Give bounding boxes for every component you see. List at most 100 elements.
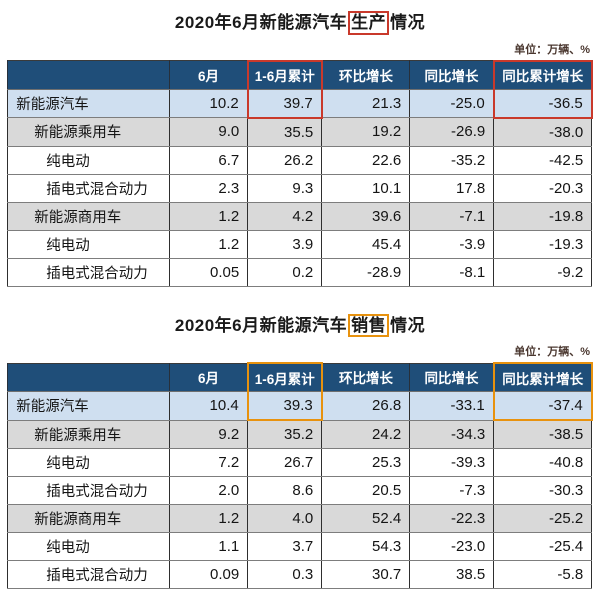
- value-cell: -28.9: [321, 257, 411, 287]
- header-row: 6月 1-6月累计 环比增长 同比增长 同比累计增长: [7, 59, 593, 90]
- production-title-suffix: 情况: [390, 13, 426, 32]
- production-table: 6月 1-6月累计 环比增长 同比增长 同比累计增长 新能源汽车 10.2 39.7 21.3-…: [7, 59, 593, 287]
- sales-unit-label: 单位：万辆、%: [514, 346, 590, 359]
- sales-section: 2020年6月新能源汽车 销售 情况 单位：万辆、% 6月 1-6月累计 环比增长 同比增…: [0, 311, 600, 590]
- table-row: 纯电动 6.7 26.2 22.6 -35.2 -42.5: [7, 145, 593, 175]
- column-header-cell: 环比增长: [321, 60, 411, 90]
- value-cell: 2.0: [169, 476, 249, 506]
- row-label-cell: 新能源商用车: [7, 504, 171, 534]
- column-header-cell: 6月: [169, 60, 249, 90]
- value-cell: 2.3: [169, 173, 249, 203]
- value-cell: 7.2: [169, 448, 249, 478]
- value-cell: 0.05: [169, 257, 249, 287]
- value-cell: 4.0: [247, 504, 323, 534]
- row-label-cell: 纯电动: [7, 532, 171, 562]
- value-cell: -22.3: [409, 504, 495, 534]
- sales-title-suffix: 情况: [390, 315, 426, 335]
- value-cell: 9.2: [169, 419, 249, 450]
- row-label-cell: 新能源汽车: [7, 391, 171, 421]
- column-header-cell: 同比累计增长: [492, 59, 593, 90]
- value-cell: 9.0: [169, 117, 249, 147]
- value-cell: -36.5: [492, 88, 593, 119]
- header-row: 6月 1-6月累计 环比增长 同比增长 同比累计增长: [7, 362, 593, 393]
- value-cell: 20.5: [321, 476, 411, 506]
- table-row: 新能源乘用车 9.2 35.2 24.2 -34.3 -38.5: [7, 419, 593, 450]
- sales-title-prefix: 2020年6月新能源汽车: [174, 315, 348, 335]
- value-cell: -40.8: [493, 448, 593, 478]
- value-cell: 25.3: [321, 448, 411, 478]
- value-cell: -25.4: [493, 532, 593, 562]
- value-cell: 1.2: [169, 229, 249, 259]
- value-cell: -25.0: [409, 88, 495, 119]
- value-cell: -25.2: [493, 504, 593, 534]
- value-cell: -39.3: [409, 448, 495, 478]
- value-cell: -35.2: [409, 145, 495, 175]
- value-cell: 52.4: [321, 504, 411, 534]
- value-cell: 35.5: [247, 117, 323, 147]
- column-header-cell: 同比增长: [409, 363, 495, 393]
- value-cell: 26.8: [321, 391, 411, 421]
- sales-table: 6月 1-6月累计 环比增长 同比增长 同比累计增长 新能源汽车 10.4 39.3 26.8-…: [7, 362, 593, 590]
- column-header-cell: 同比累计增长: [492, 362, 593, 393]
- value-cell: -38.0: [493, 117, 593, 147]
- value-cell: -26.9: [409, 117, 495, 147]
- sales-title: 2020年6月新能源汽车 销售 情况: [0, 311, 600, 338]
- value-cell: 6.7: [169, 145, 249, 175]
- value-cell: 3.9: [247, 229, 323, 259]
- value-cell: 1.2: [169, 201, 249, 231]
- value-cell: -19.8: [493, 201, 593, 231]
- column-header-cell: 6月: [169, 363, 249, 393]
- value-cell: 1.2: [169, 504, 249, 534]
- table-row: 新能源乘用车 9.0 35.5 19.2 -26.9 -38.0: [7, 117, 593, 147]
- value-cell: 19.2: [321, 117, 411, 147]
- corner-cell: [7, 60, 171, 90]
- row-label-cell: 新能源乘用车: [7, 117, 171, 147]
- value-cell: 1.1: [169, 532, 249, 562]
- row-label-cell: 插电式混合动力: [7, 476, 171, 506]
- production-unit-label: 单位：万辆、%: [514, 43, 590, 56]
- table-row: 插电式混合动力 2.0 8.6 20.5 -7.3 -30.3: [7, 476, 593, 506]
- production-title-prefix: 2020年6月新能源汽车: [174, 13, 348, 32]
- table-row: 纯电动 1.2 3.9 45.4 -3.9 -19.3: [7, 229, 593, 259]
- row-label-cell: 纯电动: [7, 448, 171, 478]
- value-cell: -8.1: [409, 257, 495, 287]
- value-cell: 4.2: [247, 201, 323, 231]
- value-cell: 0.2: [247, 257, 323, 287]
- value-cell: -42.5: [493, 145, 593, 175]
- value-cell: -7.1: [409, 201, 495, 231]
- value-cell: 9.3: [247, 173, 323, 203]
- value-cell: -30.3: [493, 476, 593, 506]
- sales-title-highlight-box: 销售: [348, 313, 390, 338]
- row-label-cell: 纯电动: [7, 145, 171, 175]
- value-cell: -23.0: [409, 532, 495, 562]
- value-cell: 3.7: [247, 532, 323, 562]
- value-cell: -7.3: [409, 476, 495, 506]
- value-cell: -3.9: [409, 229, 495, 259]
- column-header-cell: 同比增长: [409, 60, 495, 90]
- value-cell: -38.5: [493, 419, 593, 450]
- value-cell: -34.3: [409, 419, 495, 450]
- column-header-cell: 1-6月累计: [246, 362, 323, 393]
- table-row: 新能源汽车 10.2 39.7 21.3 -25.0 -36.5: [7, 88, 593, 119]
- value-cell: 39.7: [246, 88, 323, 119]
- table-row: 插电式混合动力 2.3 9.3 10.1 17.8 -20.3: [7, 173, 593, 203]
- value-cell: 21.3: [321, 88, 411, 119]
- table-row: 新能源汽车 10.4 39.3 26.8 -33.1 -37.4: [7, 391, 593, 422]
- row-label-cell: 新能源乘用车: [7, 419, 171, 450]
- value-cell: 26.7: [247, 448, 323, 478]
- value-cell: 39.6: [321, 201, 411, 231]
- table-row: 纯电动 1.1 3.7 54.3 -23.0 -25.4: [7, 532, 593, 562]
- column-header-cell: 1-6月累计: [246, 59, 323, 90]
- table-row: 新能源商用车 1.2 4.0 52.4 -22.3 -25.2: [7, 504, 593, 534]
- value-cell: 39.3: [246, 391, 323, 422]
- value-cell: -19.3: [493, 229, 593, 259]
- row-label-cell: 插电式混合动力: [7, 257, 171, 287]
- value-cell: -33.1: [409, 391, 495, 421]
- value-cell: 26.2: [247, 145, 323, 175]
- value-cell: 54.3: [321, 532, 411, 562]
- corner-cell: [7, 363, 171, 393]
- row-label-cell: 纯电动: [7, 229, 171, 259]
- value-cell: 10.4: [169, 391, 249, 421]
- value-cell: -37.4: [492, 391, 593, 422]
